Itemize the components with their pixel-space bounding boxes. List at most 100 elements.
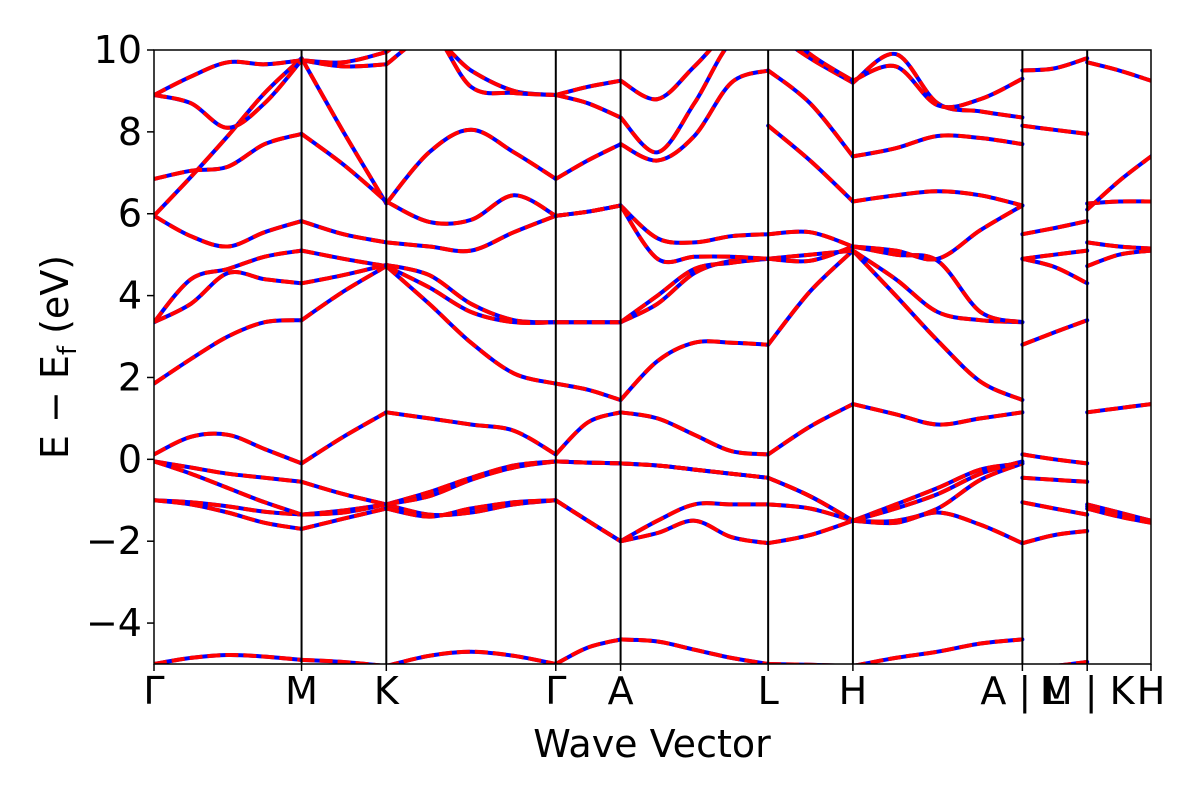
y-axis-label-main: E − E [33, 355, 77, 459]
wannier-band-seg6-b11 [852, 189, 1023, 208]
wannier-band-seg5-b11 [766, 124, 855, 203]
x-tick-label-8: M | K [1040, 669, 1136, 714]
wannier-band-seg5-b4 [767, 475, 854, 523]
wannier-band-seg5-b1 [768, 502, 854, 523]
wannier-band-seg6-b1 [852, 510, 1024, 546]
wannier-band-seg1-b3 [301, 479, 387, 507]
dft-band-seg4-b6 [618, 339, 771, 402]
wannier-band-seg7-b4 [1022, 452, 1088, 466]
wannier-band-seg5-b2 [767, 518, 854, 546]
x-tick-label-1: M [285, 669, 318, 713]
dft-band-seg0-b5 [154, 431, 304, 466]
dft-band-seg3-b5 [553, 410, 623, 457]
dft-band-seg2-b5 [384, 410, 558, 457]
wannier-band-seg4-b7 [619, 256, 769, 324]
dft-band-seg6-b6 [850, 248, 1025, 402]
wannier-band-seg0-b12 [154, 58, 304, 130]
wannier-band-seg2-b3 [385, 459, 556, 507]
wannier-band-seg2-b10 [384, 127, 557, 205]
wannier-band-seg3-b4 [555, 459, 621, 466]
wannier-band-seg2-b5 [386, 410, 557, 457]
y-axis-label-unit: (eV) [33, 255, 77, 346]
wannier-band-seg6-b10 [852, 133, 1023, 159]
wannier-band-seg5-b10 [766, 68, 855, 158]
wannier-band-seg4-b11 [618, 204, 769, 265]
wannier-band-seg2-b0 [386, 649, 557, 664]
wannier-band-seg3-b5 [554, 410, 622, 456]
wannier-band-seg0-b3 [154, 459, 302, 484]
wannier-band-seg2-b11 [385, 193, 557, 226]
wannier-band-seg1-b11 [300, 132, 388, 204]
y-tick-label-5: 6 [118, 192, 142, 236]
wannier-band-seg3-b12 [555, 93, 622, 120]
y-tick-label-6: 8 [118, 110, 142, 154]
x-tick-label-0: Γ [143, 669, 164, 713]
wannier-band-seg1-b0 [301, 657, 387, 664]
y-tick-label-2: 0 [118, 437, 142, 481]
wannier-band-seg6-b7 [851, 248, 1023, 325]
wannier-band-seg7-b2 [1021, 529, 1088, 546]
wannier-band-seg6-b12 [851, 52, 1023, 120]
wannier-band-seg4-b9 [619, 204, 769, 245]
dft-band-seg6-b12 [850, 52, 1025, 120]
y-tick-label-7: 10 [94, 28, 142, 72]
wannier-band-seg4-b13 [619, 50, 713, 102]
wannier-band-seg7-b0 [1054, 660, 1088, 664]
y-tick-label-0: −4 [86, 601, 142, 645]
dft-band-seg2-b13 [384, 50, 558, 97]
wannier-band-seg4-b12 [619, 50, 728, 155]
wannier-band-seg7-b9 [1022, 123, 1088, 136]
wannier-band-seg3-b6 [555, 381, 622, 402]
wannier-band-seg0-b2 [154, 498, 302, 531]
wannier-band-seg7-b5 [1021, 318, 1088, 347]
wannier-band-seg1-b6 [300, 264, 388, 322]
x-tick-label-7: A | L [980, 669, 1064, 714]
wannier-band-seg3-b0 [554, 637, 622, 664]
dft-band-seg2-b8 [384, 264, 558, 325]
wannier-band-seg4-b2 [620, 518, 769, 546]
wannier-band-seg6-b2 [852, 461, 1023, 523]
wannier-band-seg2-b9 [386, 213, 557, 254]
wannier-band-seg7-b3 [1022, 475, 1088, 484]
wannier-band-seg8-b2 [1086, 506, 1151, 525]
wannier-band-seg1-b5 [300, 410, 388, 466]
wannier-band-seg1-b2 [301, 506, 387, 531]
wannier-band-seg6-b6 [851, 249, 1024, 402]
wannier-band-seg0-b9 [154, 214, 303, 249]
wannier-band-seg2-b1 [385, 498, 556, 518]
wannier-band-seg1-b10 [299, 57, 389, 205]
y-axis-label-subscript: f [53, 345, 83, 355]
wannier-band-seg3-b13 [555, 78, 621, 97]
wannier-band-seg6-b0 [852, 637, 1023, 664]
wannier-band-seg5-b9 [768, 229, 854, 249]
dft-band-seg0-b6 [154, 318, 304, 386]
wannier-band-seg4-b4 [620, 461, 769, 480]
wannier-band-seg0-b7 [154, 270, 302, 324]
x-tick-label-5: L [758, 669, 779, 713]
wannier-band-seg2-b8 [385, 264, 556, 325]
wannier-band-seg6-b5 [852, 402, 1023, 427]
wannier-band-seg6-b3 [852, 461, 1024, 524]
wannier-band-seg6-b8 [852, 244, 1023, 325]
dft-band-seg2-b10 [384, 127, 558, 206]
wannier-band-seg2-b13 [385, 50, 556, 97]
x-tick-label-4: A [608, 669, 634, 713]
wannier-band-seg0-b13 [154, 58, 302, 97]
wannier-band-seg1-b8 [301, 248, 387, 269]
wannier-band-seg3-b10 [554, 142, 622, 181]
kpoint-lines [300, 50, 1089, 664]
wannier-band-seg0-b0 [154, 652, 302, 664]
wannier-band-seg0-b6 [154, 318, 302, 386]
wannier-band-seg7-b10 [1022, 56, 1088, 73]
wannier-band-seg1-b7 [301, 262, 387, 286]
x-tick-label-9: H [1137, 669, 1166, 713]
wannier-band-seg2-b6 [384, 264, 557, 386]
x-axis-label: Wave Vector [533, 722, 771, 766]
wannier-band-seg7-b1 [1022, 500, 1088, 517]
wannier-band-seg4-b5 [620, 410, 769, 457]
dft-band-seg4-b9 [618, 203, 771, 245]
dft-band-seg0-b9 [154, 213, 304, 249]
wannier-band-seg5-b13 [801, 50, 854, 83]
